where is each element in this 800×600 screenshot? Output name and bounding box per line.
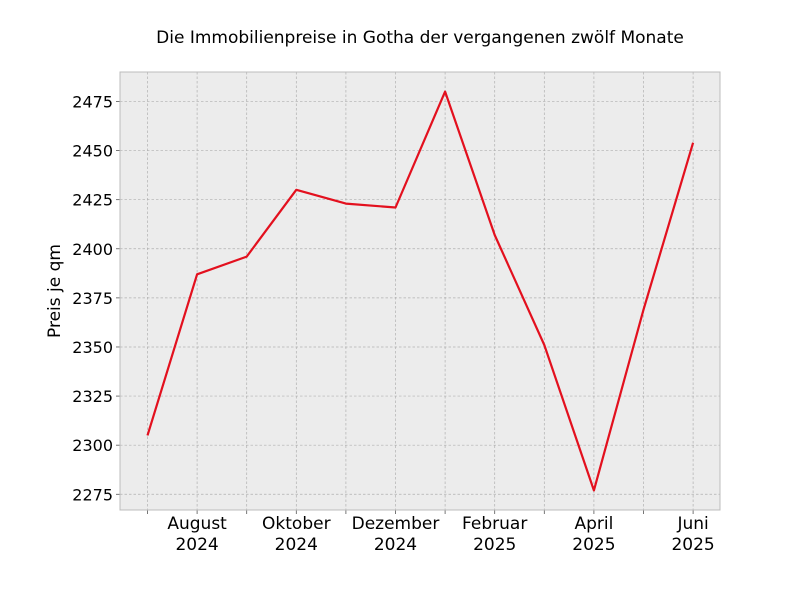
y-tick-label: 2300 xyxy=(72,436,113,455)
y-tick-label: 2275 xyxy=(72,485,113,504)
y-tick-label: 2425 xyxy=(72,191,113,210)
y-axis-ticks: 2275 2300 2325 2350 2375 2400 2425 2450 2475 xyxy=(72,92,120,504)
x-tick-label-year: 2025 xyxy=(473,535,516,555)
x-tick-label: Oktober xyxy=(262,514,331,534)
x-tick-label: April xyxy=(574,514,613,534)
y-axis-label: Preis je qm xyxy=(45,244,65,338)
y-tick-label: 2450 xyxy=(72,142,113,161)
y-tick-label: 2350 xyxy=(72,338,113,357)
x-tick-label: Februar xyxy=(462,514,527,534)
y-tick-label: 2400 xyxy=(72,240,113,259)
x-tick-label-year: 2024 xyxy=(275,535,318,555)
y-tick-label: 2475 xyxy=(72,92,113,111)
x-tick-label: Juni xyxy=(676,514,708,534)
x-tick-label-year: 2025 xyxy=(671,535,714,555)
x-tick-label-year: 2025 xyxy=(572,535,615,555)
y-tick-label: 2325 xyxy=(72,387,113,406)
grid-lines xyxy=(120,72,720,510)
x-tick-label: August xyxy=(167,514,227,534)
x-axis-ticks: August2024Oktober2024Dezember2024Februar… xyxy=(147,510,715,555)
x-tick-label-year: 2024 xyxy=(175,535,218,555)
plot-area xyxy=(120,72,720,510)
y-tick-label: 2375 xyxy=(72,289,113,308)
chart-title: Die Immobilienpreise in Gotha der vergan… xyxy=(156,28,684,48)
series-line-price xyxy=(146,90,695,492)
x-tick-label-year: 2024 xyxy=(374,535,417,555)
plot-frame xyxy=(119,71,721,511)
x-tick-label: Dezember xyxy=(352,514,440,534)
